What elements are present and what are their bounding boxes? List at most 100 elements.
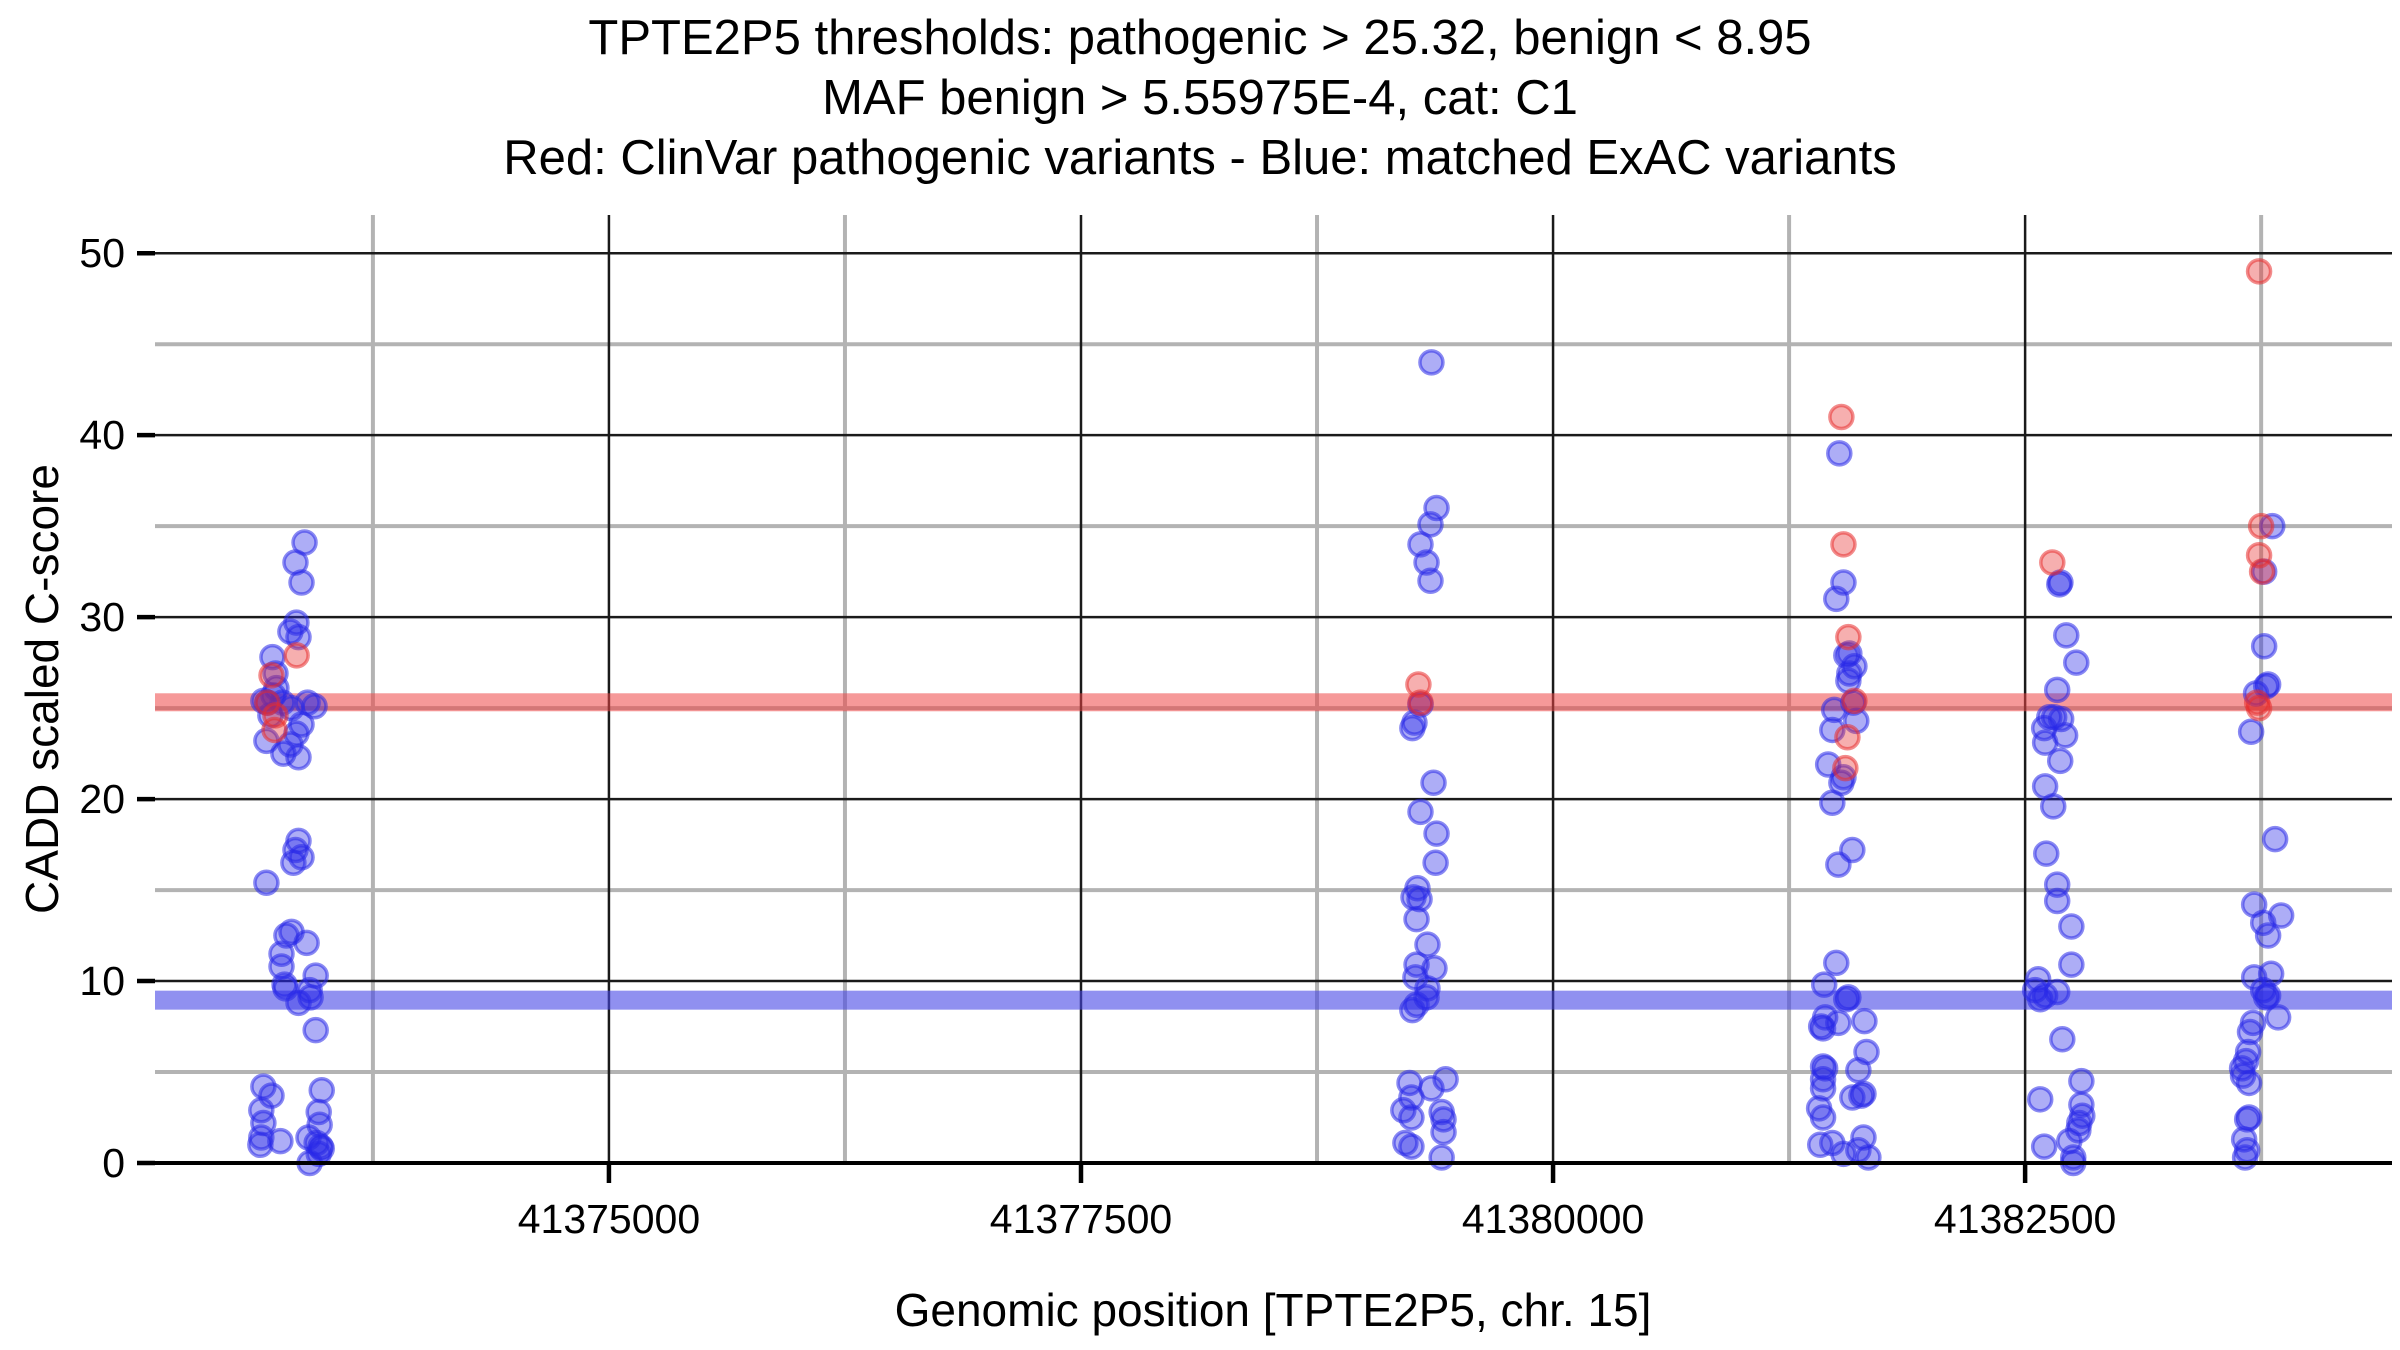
data-point-exac-matched xyxy=(293,929,320,957)
y-tick-label: 50 xyxy=(79,230,125,276)
data-point-exac-matched xyxy=(1418,349,1445,376)
data-point-exac-matched xyxy=(1845,1056,1872,1084)
data-point-exac-matched xyxy=(1839,1084,1866,1111)
data-point-exac-matched xyxy=(253,869,280,897)
data-point-exac-matched xyxy=(270,740,297,767)
data-point-clinvar-pathogenic xyxy=(283,642,310,669)
data-point-exac-matched xyxy=(308,1076,335,1104)
data-point-exac-matched xyxy=(1823,949,1850,977)
x-tick-label: 41380000 xyxy=(1462,1196,1644,1242)
data-point-exac-matched xyxy=(1423,820,1450,847)
data-point-exac-matched xyxy=(1417,567,1444,594)
data-point-exac-matched xyxy=(1809,1104,1837,1131)
y-tick-label: 40 xyxy=(79,412,125,458)
data-point-exac-matched xyxy=(1810,971,1838,998)
data-point-exac-matched xyxy=(2254,922,2282,949)
benign-threshold-band xyxy=(155,990,2392,1010)
x-axis-title: Genomic position [TPTE2P5, chr. 15] xyxy=(894,1284,1652,1336)
x-tick-label: 41375000 xyxy=(518,1196,700,1242)
data-point-exac-matched xyxy=(2049,1026,2076,1053)
data-point-clinvar-pathogenic xyxy=(261,716,288,744)
data-point-exac-matched xyxy=(2046,747,2074,775)
data-point-clinvar-pathogenic xyxy=(1828,403,1855,431)
data-point-exac-matched xyxy=(1830,1140,1857,1168)
data-point-exac-matched xyxy=(1428,1144,1455,1171)
data-point-exac-matched xyxy=(2026,985,2054,1013)
data-point-exac-matched xyxy=(2235,1069,2263,1097)
data-point-exac-matched xyxy=(1399,996,1426,1024)
data-point-exac-matched xyxy=(1398,1133,1425,1160)
data-point-exac-matched xyxy=(2250,632,2278,660)
data-point-exac-matched xyxy=(285,743,312,771)
data-point-exac-matched xyxy=(1398,1104,1425,1131)
y-tick-label: 10 xyxy=(79,958,125,1004)
data-point-exac-matched xyxy=(1823,585,1850,613)
y-tick-label: 0 xyxy=(102,1140,125,1186)
y-axis-title: CADD scaled C-score xyxy=(16,464,68,914)
data-point-exac-matched xyxy=(1406,885,1433,913)
data-point-exac-matched xyxy=(1403,905,1430,933)
data-point-exac-matched xyxy=(247,1131,274,1159)
data-point-exac-matched xyxy=(1430,1118,1457,1146)
data-point-exac-matched xyxy=(2046,571,2073,598)
data-point-exac-matched xyxy=(1826,440,1853,467)
data-point-exac-matched xyxy=(280,849,307,877)
plot-title-line2: MAF benign > 5.55975E-4, cat: C1 xyxy=(822,71,1578,125)
data-point-exac-matched xyxy=(1819,789,1846,816)
data-point-exac-matched xyxy=(1833,985,1860,1013)
data-point-exac-matched xyxy=(1414,931,1441,958)
data-point-exac-matched xyxy=(2030,1133,2058,1160)
data-point-clinvar-pathogenic xyxy=(1832,754,1859,782)
data-point-exac-matched xyxy=(1809,1075,1837,1102)
data-point-exac-matched xyxy=(1809,1066,1837,1093)
data-point-exac-matched xyxy=(2043,676,2071,704)
data-point-exac-matched xyxy=(2031,729,2059,756)
data-point-clinvar-pathogenic xyxy=(1841,687,1868,715)
data-point-exac-matched xyxy=(2043,887,2071,915)
data-point-exac-matched xyxy=(285,989,312,1017)
data-point-clinvar-pathogenic xyxy=(1834,723,1861,751)
plot-title-line1: TPTE2P5 thresholds: pathogenic > 25.32, … xyxy=(588,11,1812,65)
x-tick-label: 41377500 xyxy=(990,1196,1172,1242)
data-point-exac-matched xyxy=(2033,840,2060,867)
x-tick-label: 41382500 xyxy=(1934,1196,2116,1242)
data-point-clinvar-pathogenic xyxy=(1835,623,1862,651)
data-point-exac-matched xyxy=(1848,1082,1875,1109)
data-point-exac-matched xyxy=(288,569,315,596)
data-point-clinvar-pathogenic xyxy=(258,662,285,689)
plot-titles: TPTE2P5 thresholds: pathogenic > 25.32, … xyxy=(0,8,2400,188)
data-point-exac-matched xyxy=(1855,1144,1882,1171)
y-tick-label: 20 xyxy=(79,776,125,822)
data-point-exac-matched xyxy=(302,1016,329,1044)
plot-title-line3: Red: ClinVar pathogenic variants - Blue:… xyxy=(503,131,1897,185)
data-point-exac-matched xyxy=(1399,714,1426,742)
data-point-clinvar-pathogenic xyxy=(2247,512,2275,540)
data-point-exac-matched xyxy=(2237,718,2265,746)
data-point-clinvar-pathogenic xyxy=(1830,531,1857,558)
data-point-exac-matched xyxy=(2039,793,2067,820)
data-point-clinvar-pathogenic xyxy=(2039,549,2066,576)
data-point-exac-matched xyxy=(2058,913,2085,940)
data-point-exac-matched xyxy=(1825,851,1852,878)
data-point-exac-matched xyxy=(1407,798,1434,826)
data-point-exac-matched xyxy=(2053,622,2080,649)
data-point-exac-matched xyxy=(1422,849,1449,877)
data-point-clinvar-pathogenic xyxy=(2245,694,2273,722)
data-point-exac-matched xyxy=(2261,825,2289,853)
data-point-exac-matched xyxy=(2063,649,2090,676)
data-point-exac-matched xyxy=(1851,1007,1878,1035)
data-point-exac-matched xyxy=(2058,951,2085,978)
data-point-exac-matched xyxy=(2068,1067,2095,1095)
data-point-exac-matched xyxy=(1432,1066,1459,1093)
data-point-exac-matched xyxy=(2252,984,2280,1011)
data-point-exac-matched xyxy=(2233,1106,2261,1133)
data-point-exac-matched xyxy=(2231,1144,2259,1171)
data-point-exac-matched xyxy=(2264,1004,2292,1031)
data-point-exac-matched xyxy=(1809,1015,1837,1042)
data-point-exac-matched xyxy=(267,1127,294,1155)
data-point-exac-matched xyxy=(1819,716,1846,744)
y-tick-label: 30 xyxy=(79,594,125,640)
data-point-clinvar-pathogenic xyxy=(2248,558,2276,585)
data-point-exac-matched xyxy=(2026,1086,2054,1113)
